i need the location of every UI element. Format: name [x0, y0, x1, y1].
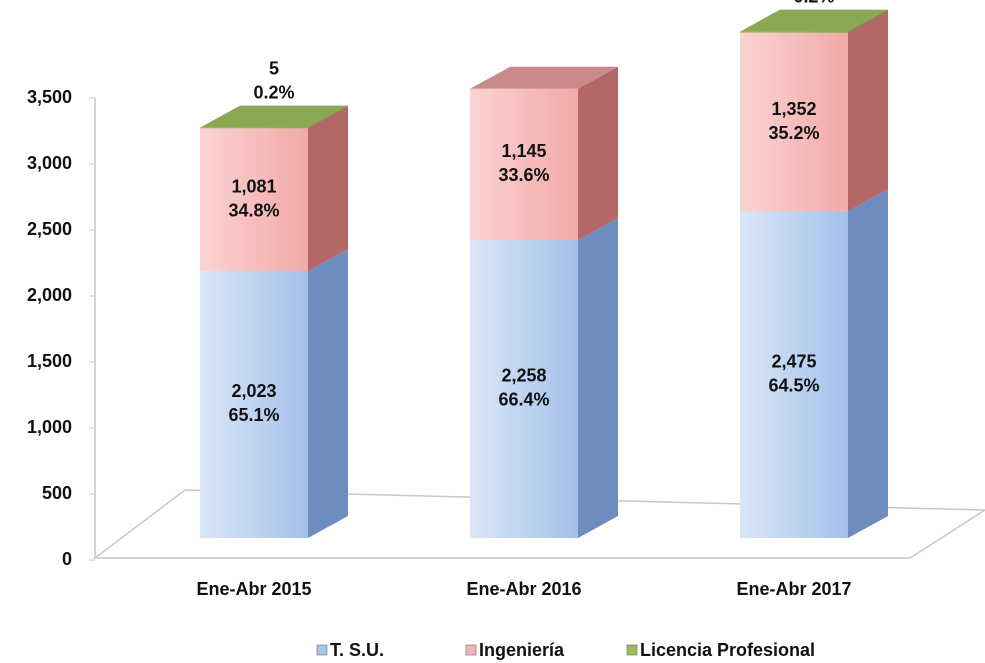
y-tick-label: 0 [62, 549, 72, 569]
percentage-label: 35.2% [768, 123, 819, 143]
value-label: 5 [269, 58, 279, 78]
percentage-label: 33.6% [498, 165, 549, 185]
y-tick-label: 1,500 [27, 351, 72, 371]
floor [92, 489, 985, 559]
value-label: 2,475 [771, 351, 816, 371]
bar-front [200, 270, 308, 538]
percentage-label: 0.2% [793, 0, 834, 6]
bar-top [200, 105, 348, 128]
y-tick-label: 3,500 [27, 87, 72, 107]
y-tick-label: 2,500 [27, 219, 72, 239]
percentage-label: 0.2% [253, 82, 294, 102]
bar-side [308, 248, 348, 539]
bar-front [740, 32, 848, 212]
y-tick-label: 2,000 [27, 285, 72, 305]
legend-swatch [316, 644, 328, 656]
bar-side [848, 10, 888, 212]
legend-label: Ingeniería [479, 640, 565, 660]
bar-side [578, 217, 618, 538]
legend-label: T. S.U. [330, 640, 384, 660]
bar-side [578, 66, 618, 240]
bar-front [470, 239, 578, 538]
percentage-label: 64.5% [768, 375, 819, 395]
value-label: 2,023 [231, 381, 276, 401]
bar-front [200, 128, 308, 271]
x-tick-label: Ene-Abr 2015 [196, 579, 311, 599]
y-tick-label: 1,000 [27, 417, 72, 437]
percentage-label: 66.4% [498, 390, 549, 410]
x-tick-label: Ene-Abr 2017 [736, 579, 851, 599]
bar-side [848, 189, 888, 539]
bar-front [470, 88, 578, 240]
bar-side [308, 105, 348, 129]
percentage-label: 34.8% [228, 200, 279, 220]
value-label: 2,258 [501, 366, 546, 386]
bar-top [740, 9, 888, 32]
value-label: 1,081 [231, 176, 276, 196]
value-label: 1,352 [771, 99, 816, 119]
bar-front [740, 211, 848, 539]
y-tick-label: 500 [42, 483, 72, 503]
value-label: 1,145 [501, 141, 546, 161]
bar-front [200, 127, 308, 129]
percentage-label: 65.1% [228, 405, 279, 425]
bar-side [848, 9, 888, 33]
legend-swatch [465, 644, 477, 656]
bar-front [740, 31, 848, 33]
y-tick-label: 3,000 [27, 153, 72, 173]
x-tick-label: Ene-Abr 2016 [466, 579, 581, 599]
bar-top [470, 66, 618, 89]
bar-side [308, 106, 348, 271]
legend-swatch [626, 644, 638, 656]
legend-label: Licencia Profesional [640, 640, 815, 660]
